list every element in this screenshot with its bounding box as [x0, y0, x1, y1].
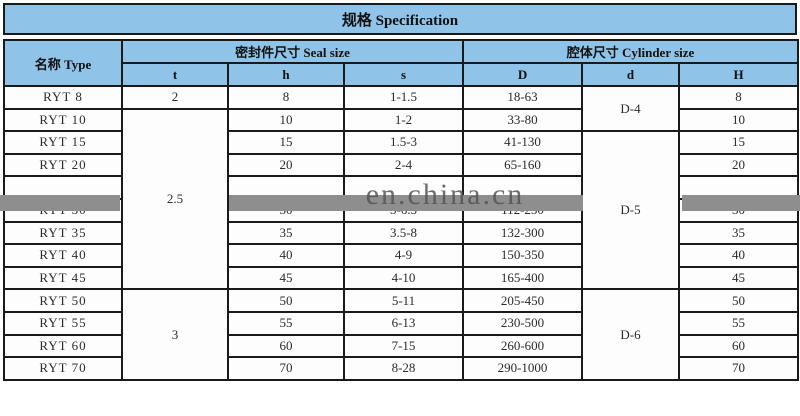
- t-cell-merged: 3: [121, 288, 229, 381]
- D-cell: 260-600: [462, 333, 584, 359]
- t-cell-merged: 2.5: [121, 107, 229, 291]
- type-cell: RYT 45: [3, 265, 123, 291]
- h-cell: 20: [227, 152, 345, 178]
- censor-band-segment: [682, 195, 800, 211]
- H-cell: 60: [678, 333, 800, 359]
- censor-band-segment: [0, 195, 120, 211]
- col-header-D: D: [462, 62, 584, 87]
- col-group-cylinder-size: 腔体尺寸 Cylinder size: [462, 39, 800, 64]
- s-cell: 2-4: [342, 152, 465, 178]
- d-cell-merged: D-6: [581, 288, 681, 381]
- D-cell: 205-450: [462, 288, 584, 313]
- D-cell: 18-63: [462, 85, 584, 110]
- h-cell: 10: [227, 107, 345, 133]
- H-cell: 50: [678, 288, 800, 313]
- H-cell: 55: [678, 310, 800, 336]
- col-group-seal-size: 密封件尺寸 Seal size: [120, 39, 465, 64]
- type-cell: RYT 40: [3, 243, 123, 268]
- s-cell: 8-28: [342, 356, 465, 381]
- D-cell: 33-80: [462, 107, 584, 133]
- s-cell: 7-15: [342, 333, 465, 359]
- d-cell-merged: D-5: [581, 130, 681, 291]
- h-cell: 40: [227, 243, 345, 268]
- table-row: RYT 35 35 3.5-8 132-300 35: [3, 220, 800, 246]
- header-row-groups: 名称 Type 密封件尺寸 Seal size 腔体尺寸 Cylinder si…: [3, 39, 800, 87]
- H-cell: 45: [678, 265, 800, 291]
- type-cell: RYT 35: [3, 220, 123, 246]
- D-cell: 165-400: [462, 265, 584, 291]
- s-cell: 1.5-3: [342, 130, 465, 155]
- H-cell: 15: [678, 130, 800, 155]
- s-cell: 6-13: [342, 310, 465, 336]
- watermark-text: en.china.cn: [365, 178, 525, 211]
- D-cell: 150-350: [462, 243, 584, 268]
- h-cell: 50: [227, 288, 345, 313]
- H-cell: 10: [678, 107, 800, 133]
- col-header-h: h: [227, 62, 345, 87]
- s-cell: 1-1.5: [342, 85, 465, 110]
- type-cell: RYT 50: [3, 288, 123, 313]
- d-cell-merged: D-4: [581, 84, 681, 133]
- type-cell: RYT 55: [3, 310, 123, 336]
- table-title: 规格 Specification: [3, 3, 797, 35]
- t-cell: 2: [121, 85, 229, 110]
- h-cell: 70: [227, 356, 345, 381]
- D-cell: 290-1000: [462, 356, 584, 381]
- h-cell: 8: [227, 85, 345, 110]
- col-header-d: d: [581, 62, 681, 87]
- header-row-subcolumns: t h s D d H: [4, 62, 800, 87]
- s-cell: 3.5-8: [342, 220, 465, 246]
- table-row: RYT 50 3 50 5-11 205-450 D-6 50: [3, 288, 800, 381]
- H-cell: 35: [678, 220, 800, 246]
- table-row: RYT 70 70 8-28 290-1000 70: [3, 356, 800, 381]
- H-cell: 8: [678, 85, 800, 110]
- type-cell: RYT 8: [3, 85, 123, 110]
- col-header-t: t: [121, 62, 229, 87]
- table-row: RYT 10 2.5 10 1-2 33-80 10: [3, 107, 800, 291]
- H-cell: 70: [678, 356, 800, 381]
- table-title-text: 规格 Specification: [341, 12, 459, 29]
- s-cell: 4-10: [342, 265, 465, 291]
- col-header-H: H: [678, 62, 800, 87]
- type-cell: RYT 20: [3, 152, 123, 178]
- h-cell: 60: [227, 333, 345, 359]
- type-cell: RYT 10: [3, 107, 123, 133]
- h-cell: 15: [227, 130, 345, 155]
- censor-band-segment: [229, 195, 583, 211]
- s-cell: 4-9: [342, 243, 465, 268]
- table-row: RYT 40 40 4-9 150-350 40: [3, 243, 800, 268]
- s-cell: 1-2: [342, 107, 465, 133]
- col-header-s: s: [342, 62, 465, 87]
- D-cell: 132-300: [462, 220, 584, 246]
- H-cell: 40: [678, 243, 800, 268]
- h-cell: 35: [227, 220, 345, 246]
- D-cell: 41-130: [462, 130, 584, 155]
- h-cell: 45: [227, 265, 345, 291]
- col-header-type: 名称 Type: [3, 39, 123, 87]
- type-cell: RYT 60: [3, 333, 123, 359]
- h-cell: 55: [227, 310, 345, 336]
- type-cell: RYT 70: [3, 356, 123, 381]
- D-cell: 65-160: [462, 152, 584, 178]
- H-cell: 20: [678, 152, 800, 178]
- type-cell: RYT 15: [3, 130, 123, 155]
- D-cell: 230-500: [462, 310, 584, 336]
- table-row: RYT 8 2 8 1-1.5 18-63 D-4 8: [3, 84, 800, 133]
- s-cell: 5-11: [342, 288, 465, 313]
- table-row: RYT 20 20 2-4 65-160 20: [3, 152, 800, 178]
- table-row: RYT 55 55 6-13 230-500 55: [3, 310, 800, 336]
